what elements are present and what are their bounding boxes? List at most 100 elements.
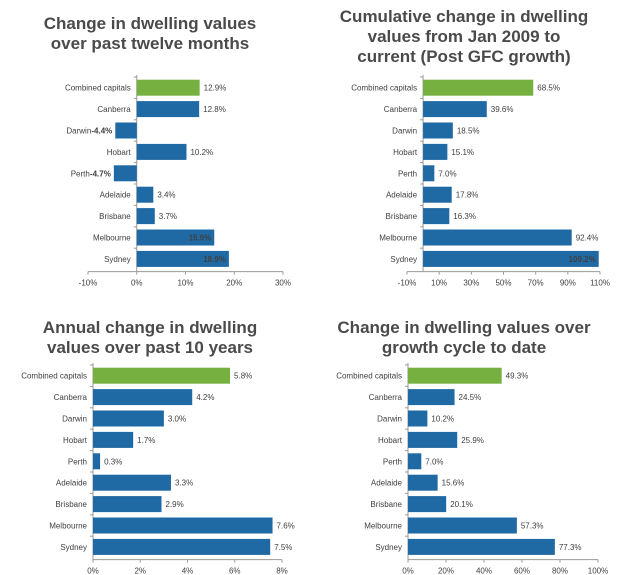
- chart-2-title-line: values from Jan 2009 to: [367, 27, 561, 46]
- chart-4-title-line: growth cycle to date: [381, 338, 547, 357]
- category-label: Hobart: [393, 148, 418, 157]
- bar: [408, 410, 428, 427]
- data-label: 7.5%: [274, 543, 292, 552]
- category-label: Darwin: [62, 415, 87, 424]
- bar: [136, 79, 200, 96]
- data-label: 10.2%: [431, 415, 454, 424]
- data-label: 3.3%: [175, 479, 193, 488]
- bar: [136, 101, 200, 118]
- x-tick-label: 50%: [495, 279, 511, 288]
- data-label: 7.6%: [277, 522, 295, 531]
- x-tick-label: 10%: [177, 279, 193, 288]
- x-tick-label: 0%: [402, 567, 414, 575]
- data-label: 1.7%: [137, 436, 155, 445]
- category-label: Melbourne: [379, 234, 417, 243]
- data-label: -4.7%: [90, 169, 111, 178]
- category-label: Brisbane: [386, 212, 418, 221]
- x-tick-label: 100%: [588, 567, 608, 575]
- category-label: Darwin: [66, 127, 91, 136]
- category-label: Darwin: [377, 415, 402, 424]
- bar: [423, 143, 448, 160]
- category-label: Brisbane: [55, 500, 87, 509]
- bar: [408, 474, 438, 491]
- category-label: Canberra: [369, 393, 403, 402]
- x-tick-label: -10%: [79, 279, 98, 288]
- data-label: 20.1%: [450, 500, 473, 509]
- bar: [408, 496, 447, 513]
- category-label: Hobart: [63, 436, 88, 445]
- data-label: 18.9%: [203, 255, 226, 264]
- chart-1-plot: Combined capitals 12.9% Canberra 12.8% Darwi…: [65, 75, 291, 288]
- bar: [136, 208, 155, 225]
- data-label: 3.4%: [157, 191, 175, 200]
- bar: [423, 186, 452, 203]
- data-label: 0.3%: [104, 457, 122, 466]
- bar: [93, 410, 164, 427]
- data-label: 7.0%: [425, 457, 443, 466]
- data-label: 18.5%: [457, 127, 480, 136]
- category-label: Combined capitals: [21, 372, 87, 381]
- category-label: Canberra: [54, 393, 88, 402]
- bar: [423, 229, 572, 246]
- data-label: 68.5%: [537, 84, 560, 93]
- bar: [423, 165, 435, 182]
- data-label: 15.1%: [451, 148, 474, 157]
- chart-2-plot: Combined capitals 68.5% Canberra 39.6% Darwi…: [351, 75, 610, 288]
- category-label: Perth: [398, 169, 417, 178]
- category-label: Combined capitals: [351, 84, 417, 93]
- x-tick-label: 70%: [528, 279, 544, 288]
- bar: [93, 517, 273, 534]
- bar: [93, 431, 134, 448]
- x-tick-label: 30%: [463, 279, 479, 288]
- data-label: -4.4%: [91, 127, 112, 136]
- data-label: 4.2%: [196, 393, 214, 402]
- category-label: Adelaide: [56, 479, 88, 488]
- category-label: Perth: [383, 457, 402, 466]
- bar: [408, 431, 458, 448]
- x-tick-label: 40%: [476, 567, 492, 575]
- chart-3-plot: Combined capitals 5.8% Canberra 4.2% Darwin 3…: [21, 363, 295, 575]
- data-label: 109.2%: [569, 255, 596, 264]
- chart-panel-1: Change in dwelling values over past twel…: [0, 0, 300, 290]
- x-tick-label: 30%: [275, 279, 291, 288]
- category-label: Sydney: [104, 255, 131, 264]
- category-label: Perth: [68, 457, 87, 466]
- category-label: Combined capitals: [336, 372, 402, 381]
- x-tick-label: 60%: [514, 567, 530, 575]
- data-label: 77.3%: [559, 543, 582, 552]
- data-label: 24.5%: [459, 393, 482, 402]
- chart-4-plot: Combined capitals 49.3% Canberra 24.5% Darwi…: [336, 363, 608, 575]
- bar: [408, 389, 455, 406]
- x-tick-label: 8%: [276, 567, 288, 575]
- chart-1-title: Change in dwelling values over past twel…: [0, 14, 300, 54]
- chart-panel-2: Cumulative change in dwelling values fro…: [310, 0, 618, 290]
- x-tick-label: 0%: [87, 567, 99, 575]
- data-label: 7.0%: [438, 169, 456, 178]
- chart-1-title-line: over past twelve months: [50, 34, 250, 53]
- category-label: Sydney: [60, 543, 87, 552]
- category-label: Melbourne: [364, 522, 402, 531]
- data-label: 15.6%: [442, 479, 465, 488]
- x-tick-label: 20%: [438, 567, 454, 575]
- bar: [423, 79, 534, 96]
- bar: [136, 250, 229, 267]
- data-label: 2.9%: [166, 500, 184, 509]
- x-tick-label: 80%: [552, 567, 568, 575]
- category-label: Brisbane: [370, 500, 402, 509]
- bar: [113, 165, 137, 182]
- bar: [93, 538, 271, 555]
- category-label: Combined capitals: [65, 84, 131, 93]
- data-label: 39.6%: [491, 105, 514, 114]
- bar: [136, 186, 154, 203]
- x-tick-label: 6%: [229, 567, 241, 575]
- chart-1-title-line: Change in dwelling values: [43, 14, 257, 33]
- data-label: 12.8%: [203, 105, 226, 114]
- data-label: 12.9%: [204, 84, 227, 93]
- chart-4-title-line: Change in dwelling values over: [337, 318, 591, 337]
- bar: [423, 101, 487, 118]
- chart-2-title-line: current (Post GFC growth): [357, 47, 571, 66]
- category-label: Adelaide: [100, 191, 132, 200]
- x-tick-label: 90%: [560, 279, 576, 288]
- data-label: 17.8%: [456, 191, 479, 200]
- chart-panel-3: Annual change in dwelling values over pa…: [0, 300, 300, 575]
